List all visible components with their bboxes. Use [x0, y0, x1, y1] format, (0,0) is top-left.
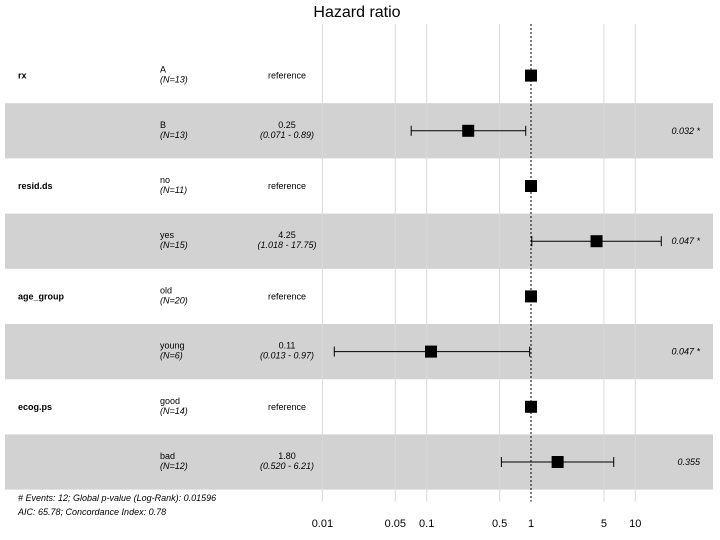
level-label: bad: [160, 451, 175, 461]
footnote-events: # Events: 12; Global p-value (Log-Rank):…: [18, 493, 216, 503]
hr-label: 1.80: [278, 451, 296, 461]
x-axis-ticks: 0.01 0.05 0.1 0.5 1 5 10: [312, 518, 642, 530]
variable-label: age_group: [18, 291, 65, 301]
x-tick-label: 1: [528, 518, 534, 530]
hr-label: reference: [268, 402, 306, 412]
p-value-label: 0.047 *: [671, 347, 700, 357]
n-label: (N=13): [160, 130, 188, 140]
hr-point: [425, 345, 438, 358]
n-label: (N=15): [160, 240, 188, 250]
x-tick-label: 0.1: [419, 518, 434, 530]
n-label: (N=11): [160, 185, 187, 195]
ci-label: (0.520 - 6.21): [260, 461, 314, 471]
variable-label: resid.ds: [18, 181, 53, 191]
level-label: young: [160, 341, 185, 351]
n-label: (N=20): [160, 295, 188, 305]
gridlines: [321, 24, 636, 502]
x-tick-label: 0.05: [385, 518, 406, 530]
row-band: [5, 103, 713, 159]
hr-point: [525, 180, 537, 192]
ci-label: (0.071 - 0.89): [260, 130, 314, 140]
x-tick-label: 10: [629, 518, 641, 530]
hr-label: reference: [268, 181, 306, 191]
hr-point: [525, 290, 537, 303]
hr-point: [462, 124, 475, 137]
x-tick-label: 0.5: [492, 518, 507, 530]
hr-label: reference: [268, 71, 306, 81]
ci-label: (1.018 - 17.75): [257, 240, 316, 250]
hr-label: reference: [268, 291, 306, 301]
estimates: [333, 69, 662, 468]
variable-label: ecog.ps: [18, 402, 52, 412]
hr-label: 4.25: [278, 230, 296, 240]
n-label: (N=13): [160, 75, 188, 85]
level-label: A: [160, 65, 166, 75]
p-value-label: 0.047 *: [671, 236, 700, 246]
chart-title: Hazard ratio: [313, 4, 400, 21]
hr-point: [525, 400, 537, 413]
level-label: no: [160, 175, 170, 185]
variable-label: rx: [18, 71, 27, 81]
footnote-aic: AIC: 65.78; Concordance Index: 0.78: [17, 507, 166, 517]
x-tick-label: 5: [601, 518, 607, 530]
x-tick-label: 0.01: [312, 518, 333, 530]
level-label: B: [160, 120, 166, 130]
hr-label: 0.25: [278, 120, 296, 130]
hr-point: [525, 69, 537, 82]
n-label: (N=6): [160, 351, 183, 361]
hr-label: 0.11: [279, 341, 296, 351]
row-bands: [5, 103, 713, 490]
level-label: good: [160, 396, 180, 406]
level-label: old: [160, 285, 172, 295]
ci-label: (0.013 - 0.97): [260, 351, 314, 361]
hr-point: [590, 235, 603, 248]
n-label: (N=14): [160, 406, 188, 416]
n-label: (N=12): [160, 461, 188, 471]
p-value-label: 0.355: [677, 457, 701, 467]
level-label: yes: [160, 230, 175, 240]
p-value-label: 0.032 *: [671, 126, 700, 136]
hr-point: [551, 456, 564, 468]
